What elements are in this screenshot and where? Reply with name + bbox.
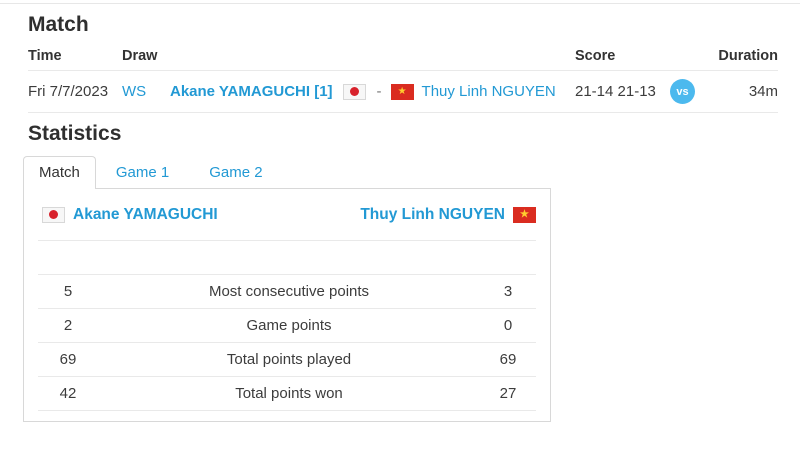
statistics-section-title: Statistics — [28, 122, 122, 145]
head-to-head-vs-badge[interactable]: vs — [670, 79, 695, 104]
vietnam-flag-icon: ★ — [390, 83, 414, 100]
tab-match[interactable]: Match — [23, 156, 96, 189]
draw-link[interactable]: WS — [122, 83, 147, 100]
stat-label: Most consecutive points — [208, 283, 370, 300]
match-table-header: Time Draw Score Duration — [28, 41, 778, 71]
stat-value-player1: 42 — [59, 385, 77, 402]
page-top-divider — [0, 3, 800, 4]
column-header-score: Score — [575, 47, 616, 64]
stat-value-player1: 5 — [63, 283, 73, 300]
tab-game-2[interactable]: Game 2 — [209, 164, 263, 181]
stat-value-player2: 0 — [503, 317, 513, 334]
players-separator: - — [376, 83, 382, 100]
statistics-tabs: Match Game 1 Game 2 — [23, 156, 778, 189]
statistics-row-total-points-won: 42 Total points won 27 — [38, 377, 536, 411]
stat-value-player1: 2 — [63, 317, 73, 334]
stat-value-player2: 69 — [499, 351, 517, 368]
vietnam-flag-icon: ★ — [513, 206, 536, 223]
statistics-player2: Thuy Linh NGUYEN ★ — [360, 206, 536, 224]
match-date: Fri 7/7/2023 — [28, 83, 109, 100]
match-players: Akane YAMAGUCHI [1] - ★ Thuy Linh NGUYEN — [170, 83, 575, 100]
japan-flag-icon — [42, 206, 65, 223]
page-container: Match Time Draw Score Duration Fri 7/7/2… — [0, 11, 800, 422]
stat-label: Game points — [246, 317, 332, 334]
match-duration: 34m — [748, 83, 778, 100]
match-section-title: Match — [28, 13, 89, 36]
match-score: 21-14 21-13 — [575, 83, 656, 100]
stat-label: Total points played — [226, 351, 352, 368]
japan-flag-icon — [342, 83, 366, 100]
stat-value-player1: 69 — [59, 351, 77, 368]
column-header-duration: Duration — [718, 47, 778, 64]
statistics-player2-link[interactable]: Thuy Linh NGUYEN — [360, 205, 505, 223]
statistics-row-total-points-played: 69 Total points played 69 — [38, 343, 536, 377]
column-header-time: Time — [28, 47, 62, 64]
column-header-draw: Draw — [122, 47, 158, 64]
statistics-panel: Akane YAMAGUCHI Thuy Linh NGUYEN ★ 5 Mos… — [23, 188, 551, 422]
statistics-row-most-consecutive-points: 5 Most consecutive points 3 — [38, 275, 536, 309]
statistics-player1-link[interactable]: Akane YAMAGUCHI — [73, 205, 218, 223]
statistics-player1: Akane YAMAGUCHI — [38, 206, 218, 224]
stat-label: Total points won — [235, 385, 343, 402]
player2-link[interactable]: Thuy Linh NGUYEN — [421, 83, 556, 100]
stat-value-player2: 27 — [499, 385, 517, 402]
player1-link[interactable]: Akane YAMAGUCHI [1] — [170, 83, 333, 100]
match-row: Fri 7/7/2023 WS Akane YAMAGUCHI [1] - ★ … — [28, 71, 778, 113]
tab-game-1[interactable]: Game 1 — [115, 164, 170, 181]
statistics-row-game-points: 2 Game points 0 — [38, 309, 536, 343]
statistics-players-header: Akane YAMAGUCHI Thuy Linh NGUYEN ★ — [38, 189, 536, 241]
statistics-empty-row — [38, 241, 536, 275]
stat-value-player2: 3 — [503, 283, 513, 300]
